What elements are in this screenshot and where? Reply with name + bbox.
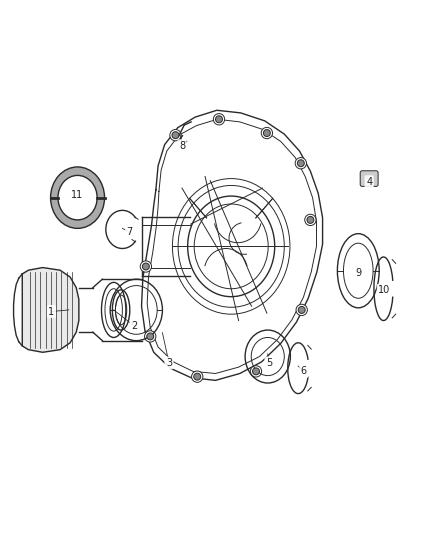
FancyBboxPatch shape — [360, 171, 378, 187]
Circle shape — [253, 368, 259, 375]
Circle shape — [172, 132, 179, 139]
Text: 11: 11 — [71, 190, 84, 200]
Text: 9: 9 — [355, 268, 361, 278]
Text: 3: 3 — [166, 358, 172, 368]
Circle shape — [295, 158, 307, 169]
Text: 6: 6 — [301, 366, 307, 376]
Circle shape — [194, 373, 201, 380]
Circle shape — [305, 214, 316, 225]
Circle shape — [307, 216, 314, 223]
Circle shape — [170, 130, 181, 141]
Circle shape — [213, 114, 225, 125]
Polygon shape — [22, 268, 79, 352]
Ellipse shape — [50, 167, 105, 228]
Text: 2: 2 — [131, 321, 137, 331]
Circle shape — [191, 371, 203, 382]
Circle shape — [297, 160, 304, 167]
Text: 7: 7 — [127, 227, 133, 237]
Text: 4: 4 — [366, 177, 372, 187]
Circle shape — [263, 130, 270, 136]
Circle shape — [147, 333, 154, 340]
Circle shape — [145, 331, 156, 342]
Circle shape — [215, 116, 223, 123]
Circle shape — [251, 366, 261, 377]
Circle shape — [140, 261, 152, 272]
Circle shape — [261, 127, 272, 139]
Text: 10: 10 — [378, 285, 391, 295]
Text: 8: 8 — [179, 141, 185, 151]
Circle shape — [298, 306, 305, 313]
Circle shape — [296, 304, 307, 316]
Ellipse shape — [58, 175, 97, 220]
Text: 5: 5 — [266, 358, 272, 368]
Text: 1: 1 — [48, 306, 54, 317]
Circle shape — [142, 263, 149, 270]
